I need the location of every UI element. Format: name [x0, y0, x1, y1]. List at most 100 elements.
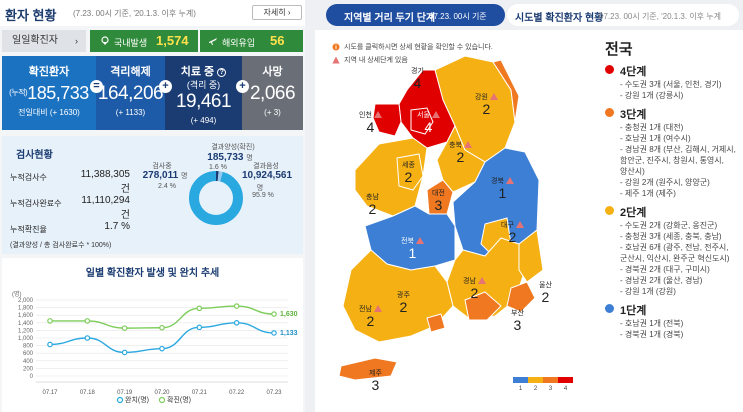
level-name: 4단계 — [620, 66, 647, 78]
warning-icon — [373, 111, 382, 118]
region-label-incheon[interactable]: 인천 4 — [359, 110, 382, 135]
hint-line: 시도를 클릭하시면 상세 현황을 확인할 수 있습니다. — [332, 42, 493, 55]
region-label-chungbuk[interactable]: 충북 2 — [449, 140, 472, 165]
tab-distancing-date: 07.23. 00시 기준 — [429, 12, 487, 21]
data-point — [233, 303, 240, 309]
level-dot-icon — [605, 206, 614, 215]
released-label: 격리해제 — [110, 66, 151, 78]
region-label-gyeonggi[interactable]: 경기 4 — [411, 66, 424, 91]
nation-level-list: 전국 4단계 - 수도권 3개 (서울, 인천, 경기) - 강원 1개 (강릉시)… — [601, 38, 741, 408]
data-point — [47, 341, 53, 348]
region-level: 4 — [424, 119, 433, 135]
negative-label: 결과음성 — [253, 163, 279, 170]
region-label-jeju[interactable]: 제주 3 — [369, 368, 382, 393]
level-item: - 호남권 6개 (광주, 전남, 전주시, — [620, 243, 729, 252]
x-tick-label: 07.18 — [80, 390, 96, 396]
map-region-jeonnam-yeosu — [426, 313, 446, 333]
more-button[interactable]: 자세히 › — [252, 5, 302, 20]
deaths-value: 2,066 — [249, 83, 296, 104]
plus-icon: + — [236, 80, 249, 93]
region-label-gyeongbuk[interactable]: 경북 1 — [491, 176, 514, 201]
positive-value: 185,733 명 — [207, 152, 253, 163]
region-name: 강원 — [475, 94, 488, 101]
overseas-value: 56 — [270, 33, 285, 48]
tab-regional-confirmed[interactable]: 시도별 확진환자 현황 07.23. 00시 기준, '20.1.3. 이후 누… — [507, 4, 739, 26]
x-tick-label: 07.19 — [117, 390, 133, 396]
region-label-busan[interactable]: 부산 3 — [511, 308, 524, 333]
level-item: - 경북권 1개 (경북) — [620, 330, 684, 339]
treating-box: 치료 중 ? (격리 중) 19,461 (+ 494) — [165, 56, 242, 130]
region-label-gwangju[interactable]: 광주 2 — [397, 290, 410, 315]
data-point — [271, 330, 277, 336]
hint-line: 지역 내 상세단계 있음 — [332, 55, 493, 68]
daily-confirmed-bar: 일일확진자 › 국내발생 1,574 해외유입 56 — [2, 30, 303, 52]
region-label-sejong[interactable]: 세종 2 — [402, 160, 415, 185]
y-tick-label: 1,600 — [18, 313, 34, 319]
y-tick-label: 1,200 — [18, 328, 34, 334]
region-label-gangwon[interactable]: 강원 2 — [475, 92, 498, 117]
domestic-box: 국내발생 1,574 — [90, 30, 198, 52]
map-region-seoul — [410, 107, 434, 135]
region-level: 4 — [366, 119, 375, 135]
x-tick-label: 07.17 — [42, 390, 58, 396]
warning-icon — [415, 237, 424, 244]
positive-label: 결과양성(확진) — [211, 144, 255, 151]
region-label-gyeongnam[interactable]: 경남 2 — [463, 276, 486, 301]
warning-icon — [431, 111, 440, 118]
panel-date: (7.23. 00시 기준, '20.1.3. 이후 누계) — [73, 9, 196, 18]
tab-regional-label: 시도별 확진환자 현황 — [515, 13, 604, 24]
level-groups: 4단계 - 수도권 3개 (서울, 인천, 경기) - 강원 1개 (강릉시) 3단계… — [601, 63, 741, 340]
location-pin-icon — [101, 36, 109, 45]
region-label-daegu[interactable]: 대구 2 — [501, 220, 524, 245]
level-name: 1단계 — [620, 305, 647, 317]
data-point — [159, 324, 165, 331]
korea-map[interactable] — [315, 30, 595, 400]
region-label-seoul[interactable]: 서울 4 — [417, 110, 440, 135]
region-label-jeonnam[interactable]: 전남 2 — [359, 304, 382, 329]
released-value: 164,206 — [97, 83, 164, 104]
region-level: 3 — [513, 317, 522, 333]
y-tick-label: 1,800 — [18, 306, 34, 312]
daily-confirmed-label: 일일확진자 › — [2, 30, 86, 52]
distancing-panel: 지역별 거리 두기 단계 07.23. 00시 기준 시도별 확진환자 현황 0… — [315, 0, 743, 412]
level-group: 2단계 - 수도권 2개 (강화군, 옹진군) - 충청권 3개 (세종, 충북, … — [605, 204, 741, 297]
map-region-daejeon — [426, 179, 454, 215]
negative-unit: 명 — [256, 185, 264, 192]
level-item: - 수도권 3개 (서울, 인천, 경기) — [620, 80, 722, 89]
data-label: 1,133 — [280, 330, 298, 337]
level-item: - 강원 1개 (강릉시) — [620, 91, 684, 100]
nation-title: 전국 — [605, 41, 633, 58]
map-region-sejong — [396, 153, 424, 191]
y-tick-label: 200 — [23, 366, 34, 372]
overseas-box: 해외유입 56 — [200, 30, 303, 52]
warning-icon — [489, 93, 498, 100]
level-dot-icon — [605, 304, 614, 313]
y-unit-label: (명) — [12, 290, 22, 298]
region-label-chungnam[interactable]: 충남 2 — [366, 192, 379, 217]
test-row-label: 누적검사수 — [10, 173, 47, 182]
region-label-ulsan[interactable]: 울산 2 — [539, 280, 552, 305]
region-name: 광주 — [397, 292, 410, 299]
test-row: 누적검사수 11,388,305 건 — [10, 169, 130, 195]
region-level: 2 — [456, 149, 465, 165]
region-name: 부산 — [511, 310, 524, 317]
test-note: (결과양성 / 총 검사완료수 * 100%) — [10, 242, 112, 249]
map-region-gangwon-east — [492, 59, 520, 123]
region-label-jeonbuk[interactable]: 전북 1 — [401, 236, 424, 261]
scale-swatch-4 — [558, 377, 573, 383]
y-tick-label: 0 — [30, 374, 34, 380]
y-tick-label: 1,000 — [18, 336, 34, 342]
region-name: 경남 — [463, 278, 476, 285]
y-tick-label: 1,400 — [18, 321, 34, 327]
level-item: - 경남권 2개 (울산, 경남) — [620, 276, 703, 285]
region-name: 서울 — [417, 112, 430, 119]
test-donut-chart — [189, 171, 243, 225]
tab-distancing[interactable]: 지역별 거리 두기 단계 07.23. 00시 기준 — [326, 4, 505, 26]
help-icon[interactable]: ? — [217, 68, 227, 77]
positive-pct: 1.6 % — [209, 164, 227, 171]
test-row: 누적검사완료수 11,110,294 건 — [10, 195, 130, 221]
region-level: 1 — [498, 185, 507, 201]
region-name: 충북 — [449, 142, 462, 149]
region-label-daejeon[interactable]: 대전 3 — [432, 188, 445, 213]
